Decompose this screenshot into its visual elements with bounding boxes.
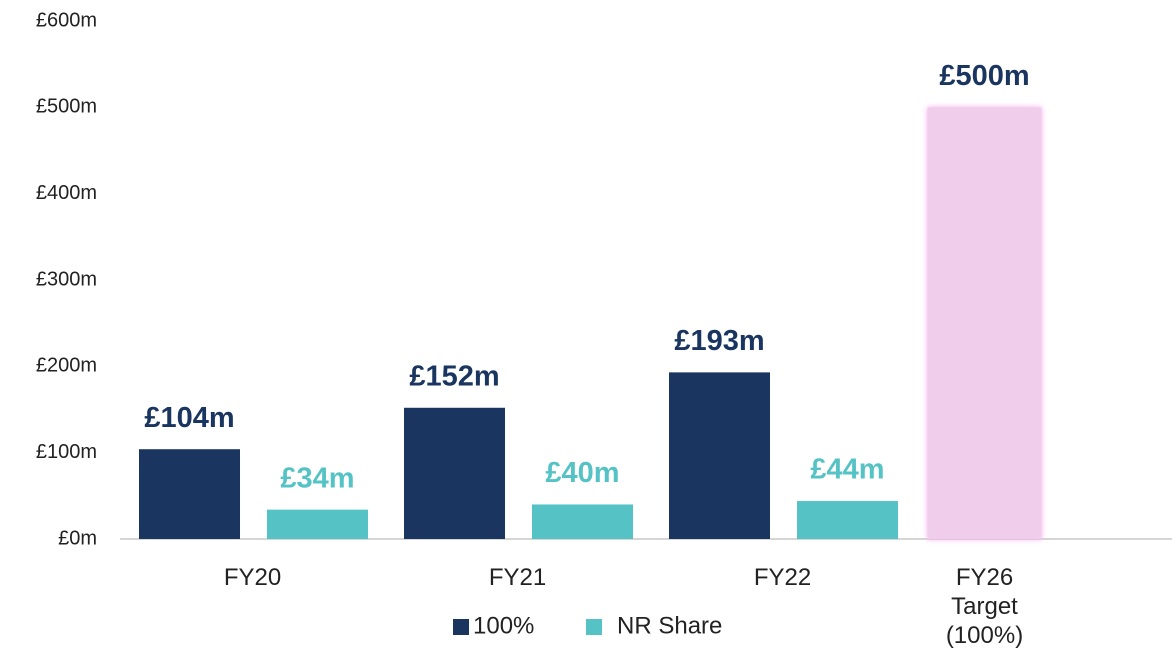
bar bbox=[797, 501, 898, 539]
x-tick-label: FY22 bbox=[753, 564, 812, 591]
x-tick-label: FY26 Target (100%) bbox=[945, 564, 1024, 649]
y-tick-label: £100m bbox=[36, 441, 97, 463]
bar bbox=[532, 504, 633, 539]
x-tick-label: FY21 bbox=[488, 564, 547, 591]
bar bbox=[404, 407, 505, 539]
x-tick-label: FY20 bbox=[223, 564, 282, 591]
data-label: £34m bbox=[280, 462, 354, 494]
data-label: £44m bbox=[810, 454, 884, 486]
data-label: £500m bbox=[939, 60, 1029, 92]
y-tick-label: £400m bbox=[36, 182, 97, 204]
data-label: £152m bbox=[409, 360, 499, 392]
y-tick-label: £500m bbox=[36, 96, 97, 118]
data-label: £193m bbox=[674, 325, 764, 357]
y-tick-label: £600m bbox=[36, 9, 97, 31]
legend-swatch bbox=[586, 619, 602, 635]
y-tick-label: £200m bbox=[36, 355, 97, 377]
y-tick-label: £300m bbox=[36, 268, 97, 290]
legend-label: 100% bbox=[473, 612, 534, 639]
data-label: £104m bbox=[144, 402, 234, 434]
legend-label: NR Share bbox=[617, 612, 722, 639]
bar bbox=[267, 509, 368, 539]
data-label: £40m bbox=[545, 457, 619, 489]
legend-swatch bbox=[453, 619, 469, 635]
bar bbox=[669, 372, 770, 539]
bar bbox=[139, 449, 240, 539]
y-tick-label: £0m bbox=[58, 527, 97, 549]
bar bbox=[927, 107, 1042, 539]
